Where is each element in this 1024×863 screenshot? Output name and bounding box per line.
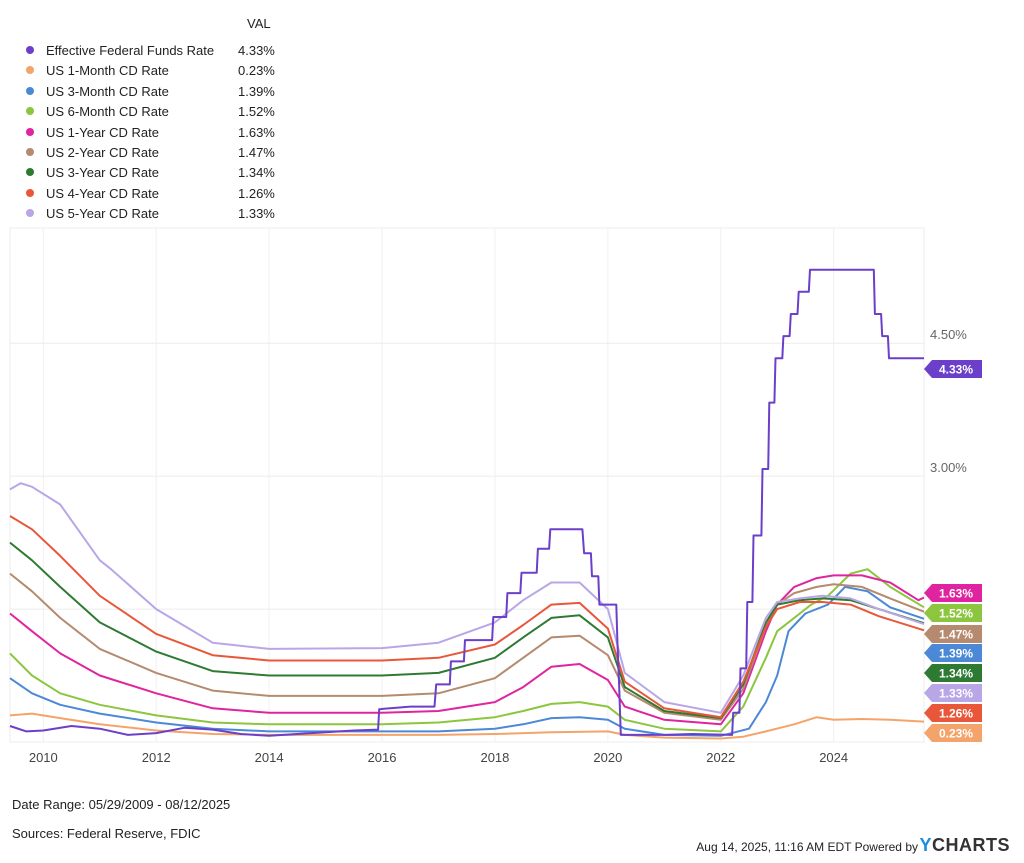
- legend-label: US 3-Month CD Rate: [46, 83, 169, 99]
- svg-text:0.23%: 0.23%: [939, 727, 973, 741]
- x-axis: 2010 2012 2014 2016 2018 2020 2022 2024: [29, 750, 848, 765]
- ycharts-logo[interactable]: YCHARTS: [919, 835, 1010, 855]
- legend-value: 1.34%: [238, 165, 275, 181]
- x-tick-2014: 2014: [255, 750, 284, 765]
- svg-text:1.52%: 1.52%: [939, 607, 973, 621]
- series-line-us-5-year-cd-rate: [9, 482, 925, 714]
- sources: Sources: Federal Reserve, FDIC: [12, 826, 201, 841]
- legend-label: US 6-Month CD Rate: [46, 104, 169, 120]
- end-badge-us-2-year-cd-rate: 1.47%: [924, 625, 982, 643]
- svg-text:1.33%: 1.33%: [939, 687, 973, 701]
- svg-text:1.39%: 1.39%: [939, 647, 973, 661]
- timestamp: Aug 14, 2025, 11:16 AM EDT Powered by: [696, 840, 918, 854]
- legend-label: US 4-Year CD Rate: [46, 185, 159, 201]
- y-tick: 3.00%: [930, 460, 967, 475]
- series-line-us-3-year-cd-rate: [9, 541, 925, 720]
- x-tick-2016: 2016: [368, 750, 397, 765]
- legend-label: US 3-Year CD Rate: [46, 165, 159, 181]
- legend-marker: [26, 148, 34, 156]
- legend-marker: [26, 46, 34, 54]
- legend-item-us-4-year-cd-rate[interactable]: US 4-Year CD Rate 1.26%: [20, 183, 290, 203]
- end-badge-us-3-month-cd-rate: 1.39%: [924, 644, 982, 662]
- end-value-badges: 4.33% 1.63% 1.52% 1.47% 1.39% 1.34% 1.33% 1.26%…: [924, 360, 982, 742]
- legend-value: 1.39%: [238, 83, 275, 99]
- end-badge-us-1-year-cd-rate: 1.63%: [924, 584, 982, 602]
- legend-marker: [26, 209, 34, 218]
- date-range: Date Range: 05/29/2009 - 08/12/2025: [12, 797, 231, 812]
- legend-value: 1.47%: [238, 145, 275, 160]
- legend-value: 4.33%: [238, 43, 275, 58]
- legend-value: 1.33%: [238, 206, 275, 222]
- legend-value: 1.52%: [238, 104, 275, 120]
- end-badge-us-3-year-cd-rate: 1.34%: [924, 664, 982, 682]
- legend-item-us-1-month-cd-rate[interactable]: US 1-Month CD Rate 0.23%: [20, 60, 290, 80]
- series-line-effective-federal-funds-rate: [9, 268, 924, 737]
- series-lines: [9, 268, 925, 740]
- legend-label: US 1-Year CD Rate: [46, 124, 159, 140]
- legend-marker: [26, 86, 34, 95]
- legend-header: VAL: [247, 16, 271, 31]
- legend-value: 0.23%: [238, 63, 275, 79]
- svg-text:1.47%: 1.47%: [939, 628, 973, 642]
- x-tick-2020: 2020: [593, 750, 622, 765]
- legend-item-us-3-year-cd-rate[interactable]: US 3-Year CD Rate 1.34%: [20, 162, 290, 182]
- legend-item-us-1-year-cd-rate[interactable]: US 1-Year CD Rate 1.63%: [20, 122, 290, 142]
- plot-frame: [9, 227, 925, 743]
- svg-text:1.63%: 1.63%: [939, 587, 973, 601]
- legend-marker: [26, 188, 34, 197]
- legend-item-us-3-month-cd-rate[interactable]: US 3-Month CD Rate 1.39%: [20, 81, 290, 101]
- series-line-us-2-year-cd-rate: [9, 572, 925, 721]
- y-tick: 4.50%: [930, 327, 967, 342]
- legend-value: 1.63%: [238, 124, 275, 140]
- series-line-us-1-year-cd-rate: [9, 574, 925, 726]
- x-tick-2022: 2022: [706, 750, 735, 765]
- series-line-us-1-month-cd-rate: [9, 712, 925, 740]
- x-tick-2018: 2018: [480, 750, 509, 765]
- series-line-us-3-month-cd-rate: [9, 585, 925, 737]
- legend-item-us-5-year-cd-rate[interactable]: US 5-Year CD Rate 1.33%: [20, 203, 290, 223]
- svg-text:1.26%: 1.26%: [939, 707, 973, 721]
- legend-marker: [26, 66, 34, 75]
- legend-label: Effective Federal Funds Rate: [46, 43, 215, 58]
- end-badge-us-5-year-cd-rate: 1.33%: [924, 684, 982, 702]
- legend-value: 1.26%: [238, 185, 275, 201]
- legend-item-us-6-month-cd-rate[interactable]: US 6-Month CD Rate 1.52%: [20, 101, 290, 121]
- end-badge-us-4-year-cd-rate: 1.26%: [924, 704, 982, 722]
- legend-marker: [26, 107, 34, 116]
- legend-label: US 5-Year CD Rate: [46, 206, 159, 222]
- end-badge-us-1-month-cd-rate: 0.23%: [924, 724, 982, 742]
- legend-label: US 2-Year CD Rate: [46, 145, 159, 160]
- legend-item-effective-federal-funds-rate[interactable]: Effective Federal Funds Rate 4.33%: [20, 40, 290, 60]
- legend-label: US 1-Month CD Rate: [46, 63, 169, 79]
- legend-marker: [26, 168, 34, 177]
- x-tick-2012: 2012: [142, 750, 171, 765]
- x-tick-2024: 2024: [819, 750, 848, 765]
- series-line-us-4-year-cd-rate: [9, 515, 925, 719]
- svg-text:4.33%: 4.33%: [939, 363, 973, 377]
- end-badge-us-6-month-cd-rate: 1.52%: [924, 604, 982, 622]
- svg-text:1.34%: 1.34%: [939, 667, 973, 681]
- legend-marker: [26, 127, 34, 136]
- legend-item-us-2-year-cd-rate[interactable]: US 2-Year CD Rate 1.47%: [20, 142, 290, 162]
- x-tick-2010: 2010: [29, 750, 58, 765]
- end-badge-effective-federal-funds-rate: 4.33%: [924, 360, 982, 378]
- y-axis: 3.00% 4.50%: [930, 327, 967, 475]
